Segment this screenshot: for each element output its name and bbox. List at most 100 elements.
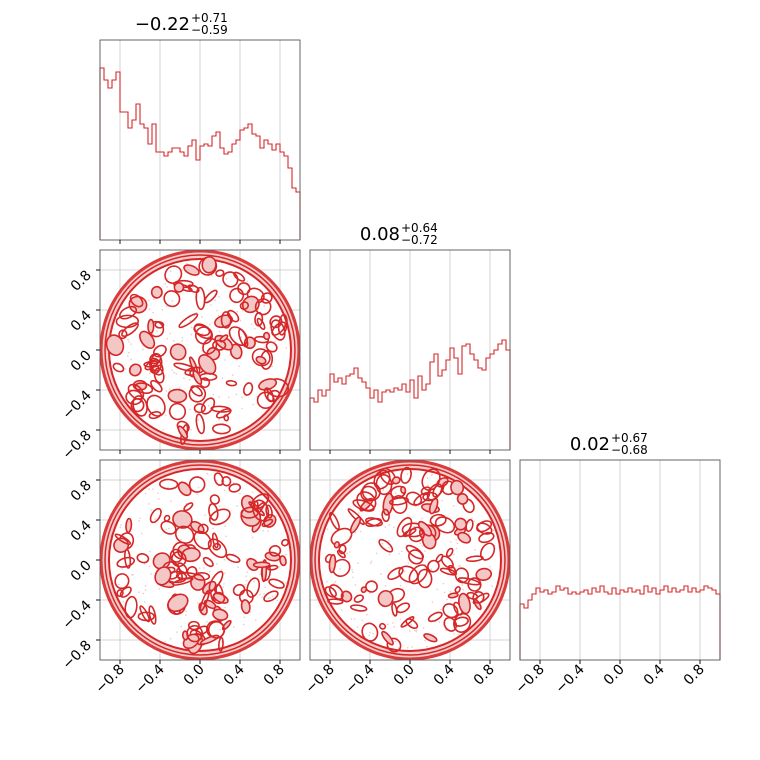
x-tick-label: 0.0 xyxy=(391,662,418,689)
sample-point xyxy=(357,562,359,564)
sample-point xyxy=(436,588,438,591)
contour-level-line xyxy=(163,290,181,308)
sample-point xyxy=(218,396,220,398)
sample-point xyxy=(456,542,459,545)
contour-level-line xyxy=(476,522,493,535)
contour-level-line xyxy=(256,391,275,409)
contour-level-line xyxy=(190,573,206,591)
x-ticks-hist-0 xyxy=(119,240,281,244)
sample-point xyxy=(150,509,153,511)
contour-level-line xyxy=(279,555,287,567)
sample-point xyxy=(212,393,215,396)
sample-point xyxy=(225,535,227,538)
contour-level-line xyxy=(281,538,290,547)
sample-point xyxy=(225,278,228,280)
sample-point xyxy=(149,550,151,553)
sample-point xyxy=(164,282,166,285)
contour-level-line xyxy=(124,595,138,619)
x-tick-label: −0.8 xyxy=(512,662,547,697)
contour-level-line xyxy=(171,550,187,568)
contour-level-line xyxy=(434,516,456,534)
histogram-grid xyxy=(329,250,491,450)
histogram-title-0: −0.22 +0.71−0.59 xyxy=(135,11,228,37)
sample-point xyxy=(351,568,353,571)
sample-point xyxy=(162,428,164,431)
contour-level-line xyxy=(476,520,493,533)
contour-level-line xyxy=(457,531,472,544)
sample-point xyxy=(413,525,415,528)
x-tick-label: 0.8 xyxy=(261,662,288,689)
contour-level-line xyxy=(238,328,249,348)
sample-point xyxy=(165,305,168,308)
contour-level-line xyxy=(176,568,183,581)
sample-point xyxy=(354,531,356,534)
sample-point xyxy=(181,340,184,342)
x-tick-label: 0.4 xyxy=(431,661,458,688)
sample-point xyxy=(384,585,387,587)
sample-point xyxy=(239,319,242,322)
sample-point xyxy=(384,526,387,528)
x-tick-label: −0.4 xyxy=(552,661,587,696)
contour-level-line xyxy=(229,343,243,360)
sample-point xyxy=(169,388,171,390)
contour-level-line xyxy=(167,388,188,404)
sample-point xyxy=(370,560,373,563)
contour-level-line xyxy=(188,476,206,493)
contour-level-line xyxy=(365,517,383,527)
x-tick-label: 0.0 xyxy=(181,662,208,689)
contour-level-line xyxy=(212,542,222,551)
contour-level-line xyxy=(169,343,187,361)
sample-point xyxy=(148,488,150,490)
sample-point xyxy=(244,583,246,586)
histogram-1 xyxy=(309,339,511,450)
sample-point xyxy=(252,403,255,406)
contour-level-line xyxy=(159,478,179,490)
contour-level-line xyxy=(192,370,203,385)
sample-point xyxy=(219,628,222,631)
contour-level-line xyxy=(177,425,189,440)
sample-point xyxy=(178,387,181,389)
contour-level-line xyxy=(125,517,133,534)
sample-point xyxy=(461,584,463,586)
contour-level-line xyxy=(338,544,347,555)
contour-level-line xyxy=(183,502,194,512)
sample-point xyxy=(223,489,226,492)
sample-point xyxy=(201,332,204,335)
contour-level-line xyxy=(467,577,482,592)
contour-level-line xyxy=(353,594,364,603)
sample-point xyxy=(431,601,434,603)
sample-point xyxy=(285,347,288,349)
contour-level-line xyxy=(378,538,394,553)
sample-point xyxy=(427,484,429,486)
contour-level-line xyxy=(263,590,279,603)
contour-level-line xyxy=(426,483,443,501)
sample-point xyxy=(164,640,166,643)
contour-level-line xyxy=(150,285,163,299)
sample-point xyxy=(227,396,230,399)
sample-point xyxy=(196,538,198,540)
sample-point xyxy=(138,520,140,522)
sample-point xyxy=(236,505,238,507)
contour-level-line xyxy=(160,520,177,535)
contour-level-line xyxy=(220,311,232,329)
sample-point xyxy=(210,304,212,306)
contour-level-line xyxy=(195,413,206,435)
sample-point xyxy=(190,326,193,329)
contour-level-line xyxy=(265,341,278,353)
sample-point xyxy=(218,295,220,298)
contour-level-line xyxy=(215,408,232,419)
sample-point xyxy=(246,571,249,573)
sample-point xyxy=(185,614,187,616)
sample-point xyxy=(216,309,218,312)
contour-level-line xyxy=(454,567,470,584)
contour-level-line xyxy=(212,339,227,351)
contour-level-line xyxy=(223,414,230,422)
sample-point xyxy=(410,624,412,626)
sample-point xyxy=(139,517,141,520)
title-upper-error: +0.64 xyxy=(401,221,438,235)
contour-level-line xyxy=(148,605,157,625)
contour-level-line xyxy=(150,379,163,393)
sample-point xyxy=(354,584,357,586)
contour-level-line xyxy=(377,589,394,608)
contour-level-line xyxy=(163,514,171,522)
